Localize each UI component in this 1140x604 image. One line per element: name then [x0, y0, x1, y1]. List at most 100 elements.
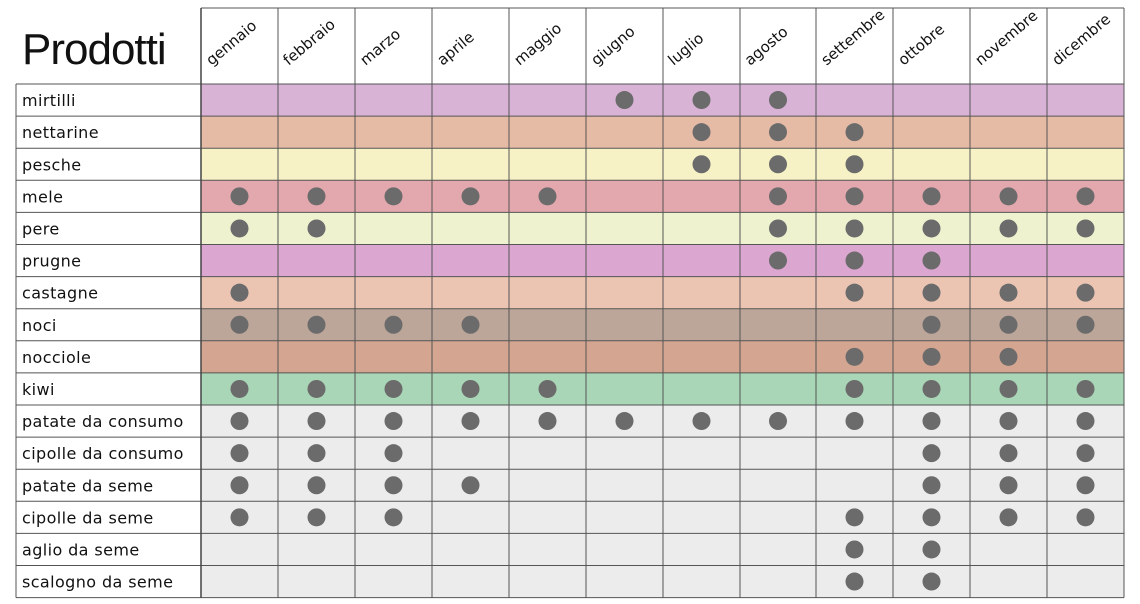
availability-dot — [845, 219, 864, 238]
availability-dot — [230, 283, 249, 302]
availability-dot — [307, 412, 326, 431]
availability-dots — [230, 91, 1095, 591]
availability-dot — [922, 315, 941, 334]
availability-dot — [230, 187, 249, 206]
availability-dot — [922, 476, 941, 495]
availability-dot — [615, 91, 634, 110]
availability-dot — [538, 412, 557, 431]
availability-dot — [230, 315, 249, 334]
availability-dot — [999, 187, 1018, 206]
availability-dot — [384, 476, 403, 495]
row-label: prugne — [22, 252, 81, 271]
availability-dot — [307, 379, 326, 398]
month-header: giugno — [588, 22, 639, 69]
month-header: maggio — [511, 19, 566, 69]
row-label: kiwi — [22, 380, 55, 399]
row-label: pere — [22, 219, 60, 238]
month-header: aprile — [434, 28, 478, 69]
availability-dot — [1076, 379, 1095, 398]
availability-dot — [999, 315, 1018, 334]
row-label: pesche — [22, 155, 82, 174]
availability-dot — [922, 187, 941, 206]
availability-dot — [384, 187, 403, 206]
availability-dot — [769, 412, 787, 431]
availability-dot — [922, 412, 941, 431]
availability-dot — [922, 283, 941, 302]
availability-dot — [845, 540, 864, 559]
row-label: cipolle da consumo — [22, 444, 184, 463]
availability-dot — [999, 476, 1018, 495]
row-label: patate da seme — [22, 476, 154, 495]
availability-dot — [1076, 412, 1095, 431]
availability-dot — [845, 251, 864, 270]
availability-dot — [1076, 476, 1095, 495]
row-label: cipolle da seme — [22, 508, 154, 527]
availability-dot — [769, 219, 787, 238]
availability-dot — [999, 508, 1018, 527]
availability-dot — [769, 155, 787, 174]
availability-dot — [922, 540, 941, 559]
availability-dot — [230, 379, 249, 398]
availability-dot — [845, 187, 864, 206]
month-header: luglio — [665, 29, 708, 69]
availability-dot — [307, 315, 326, 334]
availability-dot — [384, 315, 403, 334]
availability-dot — [461, 187, 480, 206]
availability-dot — [845, 572, 864, 591]
availability-dot — [461, 379, 480, 398]
availability-dot — [769, 123, 787, 142]
month-header: agosto — [741, 23, 791, 69]
row-label: scalogno da seme — [22, 573, 173, 592]
availability-dot — [384, 379, 403, 398]
month-header: febbraio — [280, 15, 339, 69]
availability-dot — [461, 412, 480, 431]
availability-dot — [845, 283, 864, 302]
availability-dot — [769, 251, 787, 270]
grid-lines — [15, 7, 1125, 599]
availability-dot — [230, 508, 249, 527]
availability-dot — [692, 155, 711, 174]
availability-dot — [922, 444, 941, 463]
row-label: patate da consumo — [22, 412, 184, 431]
row-label: noci — [22, 316, 57, 335]
availability-dot — [999, 347, 1018, 366]
availability-dot — [922, 379, 941, 398]
availability-dot — [230, 412, 249, 431]
month-header: dicembre — [1049, 10, 1114, 69]
month-header: settembre — [818, 6, 889, 69]
availability-dot — [769, 91, 787, 110]
availability-dot — [384, 508, 403, 527]
row-label: mirtilli — [22, 91, 76, 110]
month-header: marzo — [357, 25, 405, 69]
availability-dot — [922, 219, 941, 238]
availability-dot — [845, 347, 864, 366]
row-labels: mirtilli nettarine pesche mele pere prugne cas… — [22, 91, 184, 592]
availability-dot — [999, 444, 1018, 463]
row-label: aglio da seme — [22, 540, 140, 559]
month-header: gennaio — [203, 17, 261, 70]
month-header: novembre — [972, 6, 1042, 69]
availability-dot — [999, 412, 1018, 431]
availability-dot — [769, 187, 787, 206]
availability-dot — [922, 251, 941, 270]
availability-dot — [845, 412, 864, 431]
availability-dot — [999, 379, 1018, 398]
availability-dot — [384, 412, 403, 431]
row-label: mele — [22, 187, 63, 206]
availability-dot — [307, 508, 326, 527]
availability-dot — [461, 476, 480, 495]
availability-dot — [999, 283, 1018, 302]
availability-dot — [1076, 283, 1095, 302]
availability-dot — [307, 219, 326, 238]
row-label: nocciole — [22, 348, 91, 367]
availability-dot — [845, 508, 864, 527]
row-label: nettarine — [22, 123, 99, 142]
availability-dot — [845, 379, 864, 398]
availability-dot — [307, 187, 326, 206]
availability-dot — [538, 379, 557, 398]
availability-dot — [1076, 444, 1095, 463]
availability-dot — [461, 315, 480, 334]
availability-dot — [845, 123, 864, 142]
availability-dot — [1076, 315, 1095, 334]
availability-dot — [230, 444, 249, 463]
